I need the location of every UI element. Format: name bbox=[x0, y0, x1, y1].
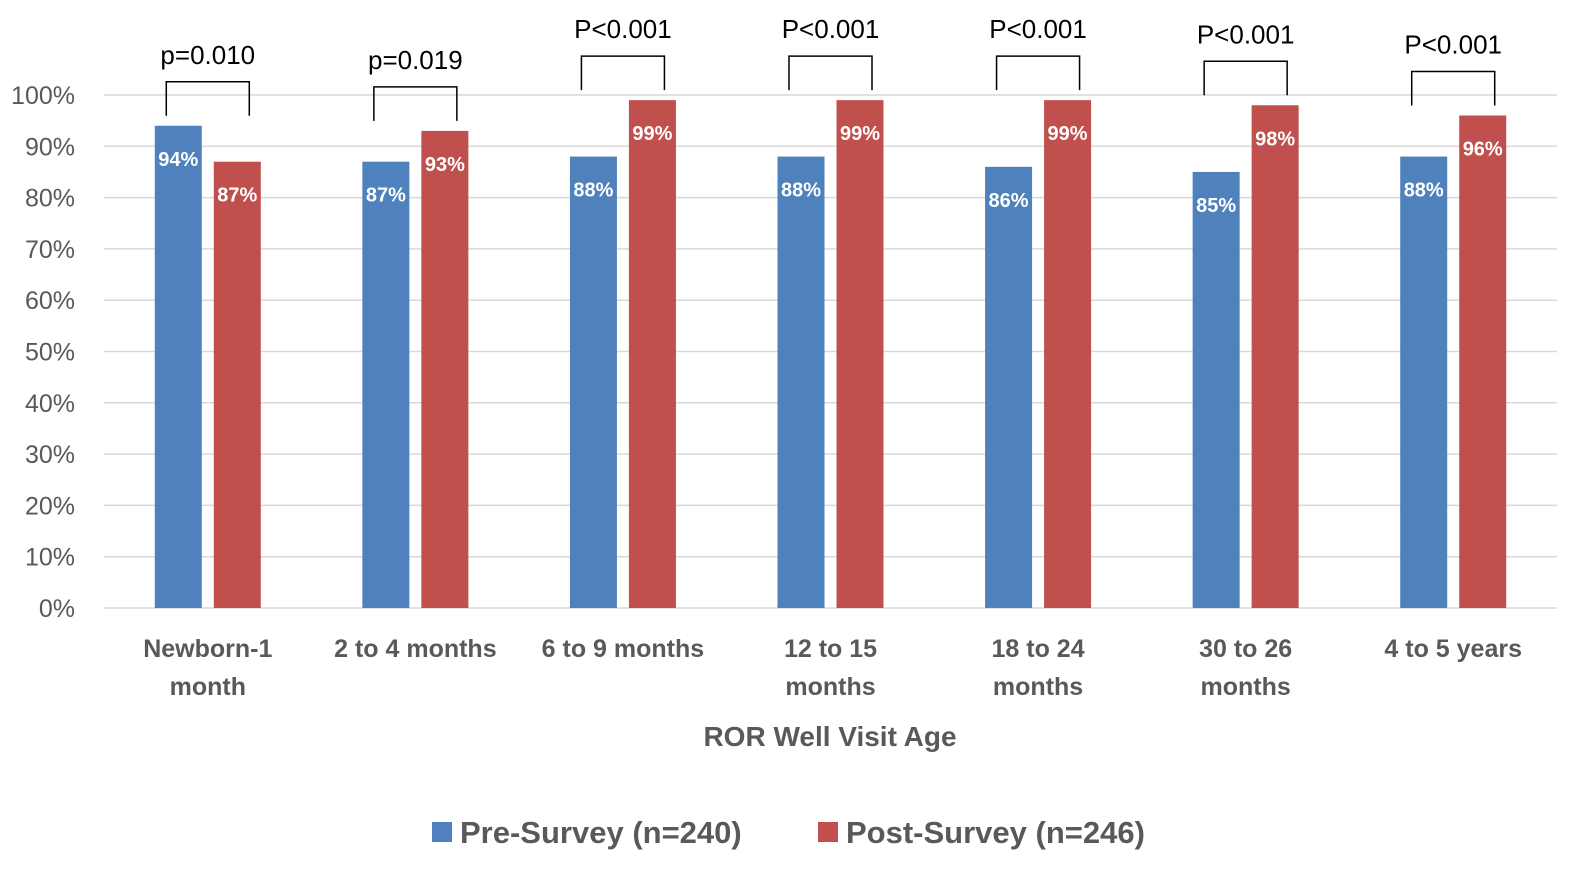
bar-pre-survey bbox=[1192, 171, 1240, 608]
bar-pre-survey bbox=[1400, 156, 1448, 608]
legend-label-pre-survey: Pre-Survey (n=240) bbox=[460, 815, 742, 850]
data-label: 88% bbox=[781, 180, 821, 202]
significance-bracket bbox=[788, 55, 873, 91]
bar-pre-survey bbox=[777, 156, 825, 608]
x-tick-label-line: months bbox=[993, 673, 1083, 701]
y-tick-label: 0% bbox=[39, 595, 75, 623]
x-tick-label: 4 to 5 years bbox=[1384, 635, 1522, 663]
x-tick-label: 30 to 26 months bbox=[1199, 635, 1292, 701]
data-label: 87% bbox=[217, 185, 257, 207]
significance-bracket bbox=[373, 86, 458, 121]
legend: Pre-Survey (n=240) Post-Survey (n=246) bbox=[432, 815, 1145, 850]
x-tick-label: 6 to 9 months bbox=[542, 635, 705, 663]
data-label: 88% bbox=[1404, 180, 1444, 202]
data-label: 99% bbox=[632, 123, 672, 145]
x-tick-label-line: 2 to 4 months bbox=[334, 635, 497, 663]
p-value-annotation: P<0.001 bbox=[1404, 30, 1502, 60]
bar-post-survey bbox=[421, 130, 469, 608]
data-label: 88% bbox=[573, 180, 613, 202]
y-tick-label: 20% bbox=[25, 492, 75, 520]
bar-pre-survey bbox=[985, 166, 1033, 608]
bar-pre-survey bbox=[362, 161, 410, 608]
legend-swatch-post-survey bbox=[818, 822, 838, 842]
y-tick-label: 10% bbox=[25, 544, 75, 572]
gridlines bbox=[104, 94, 1557, 609]
bar-post-survey bbox=[1459, 115, 1507, 609]
x-tick-label: Newborn-1 month bbox=[143, 635, 272, 701]
x-tick-label: 12 to 15 months bbox=[784, 635, 877, 701]
data-labels: 94% 87% 87% 93% 88% 99% 88% 99% 86% 99% 85% 98% 88% 9… bbox=[158, 123, 1503, 217]
data-label: 87% bbox=[366, 185, 406, 207]
x-tick-label-line: months bbox=[785, 673, 875, 701]
x-tick-label-line: month bbox=[170, 673, 246, 701]
legend-label-post-survey: Post-Survey (n=246) bbox=[846, 815, 1145, 850]
significance-bracket bbox=[995, 55, 1081, 91]
x-axis-label: ROR Well Visit Age bbox=[703, 721, 956, 752]
x-axis-ticks: Newborn-1 month 2 to 4 months 6 to 9 months… bbox=[143, 635, 1522, 701]
y-tick-label: 60% bbox=[25, 287, 75, 315]
bar-post-survey bbox=[836, 100, 884, 608]
bar-post-survey bbox=[1044, 100, 1092, 608]
bar-pre-survey bbox=[569, 156, 617, 608]
p-value-annotation: p=0.010 bbox=[160, 40, 255, 70]
x-tick-label-line: 6 to 9 months bbox=[542, 635, 705, 663]
significance-bracket bbox=[580, 55, 666, 91]
bar-pre-survey bbox=[154, 125, 202, 608]
x-tick-label-line: 30 to 26 bbox=[1199, 635, 1292, 663]
y-tick-label: 70% bbox=[25, 236, 75, 264]
data-label: 94% bbox=[158, 149, 198, 171]
p-value-annotation: P<0.001 bbox=[1197, 19, 1295, 49]
y-tick-label: 50% bbox=[25, 339, 75, 367]
bars bbox=[154, 100, 1507, 609]
data-label: 99% bbox=[840, 123, 880, 145]
data-label: 98% bbox=[1255, 128, 1295, 150]
bar-post-survey bbox=[213, 161, 261, 608]
x-tick-label-line: 12 to 15 bbox=[784, 635, 877, 663]
x-tick-label: 18 to 24 months bbox=[992, 635, 1085, 701]
x-tick-label: 2 to 4 months bbox=[334, 635, 497, 663]
y-tick-label: 100% bbox=[11, 82, 75, 110]
p-value-annotation: P<0.001 bbox=[782, 14, 880, 44]
bar-post-survey bbox=[1251, 105, 1299, 608]
y-tick-label: 40% bbox=[25, 390, 75, 418]
p-value-annotation: P<0.001 bbox=[989, 14, 1087, 44]
significance-annotations: p=0.010 p=0.019 P<0.001 P<0.001 P<0.001 P<0.0… bbox=[160, 14, 1502, 121]
x-tick-label-line: Newborn-1 bbox=[143, 635, 272, 663]
y-tick-label: 80% bbox=[25, 185, 75, 213]
y-axis-ticks: 0% 10% 20% 30% 40% 50% 60% 70% 80% 90% 100% bbox=[11, 82, 75, 623]
bar-post-survey bbox=[628, 100, 676, 608]
y-tick-label: 90% bbox=[25, 133, 75, 161]
data-label: 99% bbox=[1048, 123, 1088, 145]
data-label: 86% bbox=[989, 190, 1029, 212]
x-tick-label-line: months bbox=[1201, 673, 1291, 701]
data-label: 93% bbox=[425, 154, 465, 176]
x-tick-label-line: 18 to 24 bbox=[992, 635, 1085, 663]
significance-bracket bbox=[165, 81, 251, 116]
legend-swatch-pre-survey bbox=[432, 822, 452, 842]
data-label: 96% bbox=[1463, 139, 1503, 161]
x-tick-label-line: 4 to 5 years bbox=[1384, 635, 1522, 663]
significance-bracket bbox=[1203, 60, 1288, 96]
data-label: 85% bbox=[1196, 195, 1236, 217]
p-value-annotation: P<0.001 bbox=[574, 14, 672, 44]
y-tick-label: 30% bbox=[25, 441, 75, 469]
p-value-annotation: p=0.019 bbox=[368, 45, 463, 75]
significance-bracket bbox=[1410, 70, 1496, 106]
